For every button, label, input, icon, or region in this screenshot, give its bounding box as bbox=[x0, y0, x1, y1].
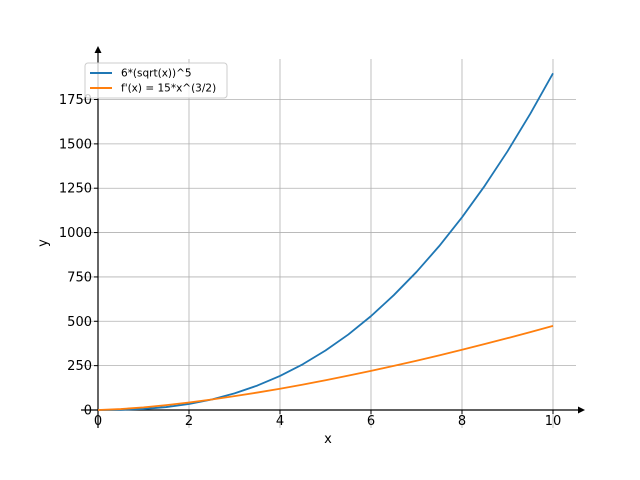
tick-labels: 0 2 4 6 8 10 0 250 500 750 1000 1250 1500 1750 bbox=[59, 93, 561, 429]
series-line-2 bbox=[97, 324, 554, 411]
x-axis-arrow-icon bbox=[578, 406, 585, 414]
y-tick-label: 250 bbox=[67, 359, 92, 374]
y-tick-label: 0 bbox=[84, 404, 92, 419]
grid-lines bbox=[81, 59, 576, 428]
legend-label-1: 6*(sqrt(x))^5 bbox=[121, 68, 192, 80]
x-tick-label: 8 bbox=[458, 414, 466, 429]
x-tick-label: 2 bbox=[185, 414, 193, 429]
y-axis-label: y bbox=[36, 239, 51, 247]
y-tick-label: 500 bbox=[67, 315, 92, 330]
x-tick-label: 6 bbox=[367, 414, 375, 429]
x-axis-label: x bbox=[324, 432, 332, 447]
y-tick-label: 750 bbox=[67, 270, 92, 285]
y-tick-label: 1500 bbox=[59, 137, 92, 152]
plot-area bbox=[97, 72, 554, 411]
y-axis-arrow-icon bbox=[94, 46, 102, 53]
y-tick-label: 1250 bbox=[59, 182, 92, 197]
y-tick-label: 1000 bbox=[59, 226, 92, 241]
legend: 6*(sqrt(x))^5 f'(x) = 15*x^(3/2) bbox=[84, 62, 228, 99]
x-tick-label: 0 bbox=[94, 414, 102, 429]
legend-label-2: f'(x) = 15*x^(3/2) bbox=[121, 83, 216, 95]
series-line-1 bbox=[97, 72, 554, 411]
x-tick-label: 4 bbox=[276, 414, 284, 429]
legend-box bbox=[84, 62, 228, 99]
axes bbox=[81, 46, 585, 428]
x-tick-label: 10 bbox=[545, 414, 562, 429]
y-tick-label: 1750 bbox=[59, 93, 92, 108]
